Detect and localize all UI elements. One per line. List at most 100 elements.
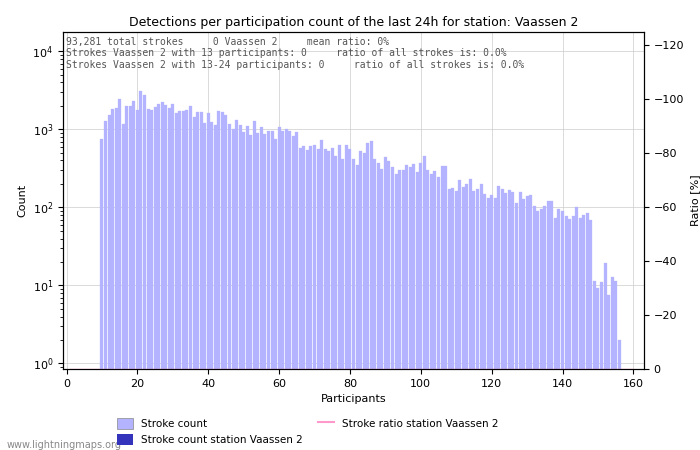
Bar bbox=[377, 163, 380, 450]
Bar bbox=[596, 288, 599, 450]
Bar bbox=[157, 104, 160, 450]
Bar bbox=[600, 282, 603, 450]
Bar bbox=[292, 136, 295, 450]
Bar bbox=[139, 91, 142, 450]
Bar bbox=[366, 143, 369, 450]
Bar bbox=[519, 193, 522, 450]
Bar bbox=[610, 277, 614, 450]
Bar bbox=[466, 184, 468, 450]
Bar bbox=[242, 132, 245, 450]
Bar bbox=[136, 111, 139, 450]
Bar bbox=[299, 148, 302, 450]
Bar bbox=[579, 218, 582, 450]
Bar bbox=[561, 212, 564, 450]
Bar bbox=[218, 111, 220, 450]
Bar bbox=[543, 207, 546, 450]
Bar bbox=[352, 159, 355, 450]
Bar bbox=[189, 106, 192, 450]
Bar bbox=[260, 126, 263, 450]
Text: www.lightningmaps.org: www.lightningmaps.org bbox=[7, 440, 122, 450]
Bar bbox=[589, 220, 592, 450]
Bar bbox=[278, 127, 281, 450]
Bar bbox=[476, 189, 479, 450]
Bar bbox=[327, 151, 330, 450]
Bar bbox=[104, 121, 107, 450]
Bar bbox=[557, 209, 561, 450]
Bar bbox=[497, 186, 500, 450]
Bar bbox=[550, 202, 554, 450]
Bar bbox=[323, 149, 327, 450]
Bar bbox=[452, 188, 454, 450]
Bar bbox=[115, 108, 118, 450]
Bar bbox=[617, 340, 621, 450]
Bar bbox=[395, 174, 398, 450]
Legend: Stroke count, Stroke count station Vaassen 2, Stroke ratio station Vaassen 2: Stroke count, Stroke count station Vaass… bbox=[117, 418, 499, 445]
Bar bbox=[430, 174, 433, 450]
Bar bbox=[146, 109, 150, 450]
Bar bbox=[515, 203, 518, 450]
Bar bbox=[313, 145, 316, 450]
Bar bbox=[554, 218, 557, 450]
Bar bbox=[473, 191, 475, 450]
Bar bbox=[423, 156, 426, 450]
Bar bbox=[232, 129, 235, 450]
Bar bbox=[462, 187, 465, 450]
Bar bbox=[547, 201, 550, 450]
Bar bbox=[172, 104, 174, 450]
Bar bbox=[504, 193, 508, 450]
Bar bbox=[458, 180, 461, 450]
Bar bbox=[500, 189, 504, 450]
Bar bbox=[593, 281, 596, 450]
Bar bbox=[153, 108, 157, 450]
Bar bbox=[235, 120, 238, 450]
Bar bbox=[178, 111, 181, 450]
Bar bbox=[409, 167, 412, 450]
Bar bbox=[582, 215, 585, 450]
Bar bbox=[419, 163, 422, 450]
Bar bbox=[533, 206, 536, 450]
Bar bbox=[225, 115, 228, 450]
Bar bbox=[182, 111, 185, 450]
Bar bbox=[338, 145, 341, 450]
Bar bbox=[540, 209, 542, 450]
Bar bbox=[373, 159, 377, 450]
Bar bbox=[455, 190, 458, 450]
Bar bbox=[384, 157, 387, 450]
Bar bbox=[302, 146, 305, 450]
Bar bbox=[175, 113, 178, 450]
Bar bbox=[335, 156, 337, 450]
Bar bbox=[210, 122, 214, 450]
Bar bbox=[508, 190, 511, 450]
Bar bbox=[342, 159, 344, 450]
Bar bbox=[402, 171, 405, 450]
Bar bbox=[391, 167, 394, 450]
Bar bbox=[249, 135, 252, 450]
Bar bbox=[359, 151, 362, 450]
Bar bbox=[263, 134, 267, 450]
Bar bbox=[246, 126, 248, 450]
Bar bbox=[526, 196, 528, 450]
Bar bbox=[370, 141, 372, 450]
Bar bbox=[150, 110, 153, 450]
Bar bbox=[614, 280, 617, 450]
Bar bbox=[586, 213, 589, 450]
Bar bbox=[603, 262, 606, 450]
Bar bbox=[565, 216, 568, 450]
Bar bbox=[380, 169, 384, 450]
Bar bbox=[288, 131, 291, 450]
Bar bbox=[398, 170, 401, 450]
Bar bbox=[426, 170, 429, 450]
Bar bbox=[199, 112, 203, 450]
Bar bbox=[125, 106, 128, 450]
Bar bbox=[356, 165, 358, 450]
Bar bbox=[270, 131, 274, 450]
Bar bbox=[572, 216, 575, 450]
Bar bbox=[316, 148, 320, 450]
Y-axis label: Count: Count bbox=[17, 184, 27, 217]
Bar bbox=[522, 199, 525, 450]
Bar bbox=[101, 139, 104, 450]
Bar bbox=[349, 148, 351, 450]
Bar bbox=[164, 105, 167, 450]
Bar bbox=[239, 125, 241, 450]
Bar bbox=[306, 150, 309, 450]
